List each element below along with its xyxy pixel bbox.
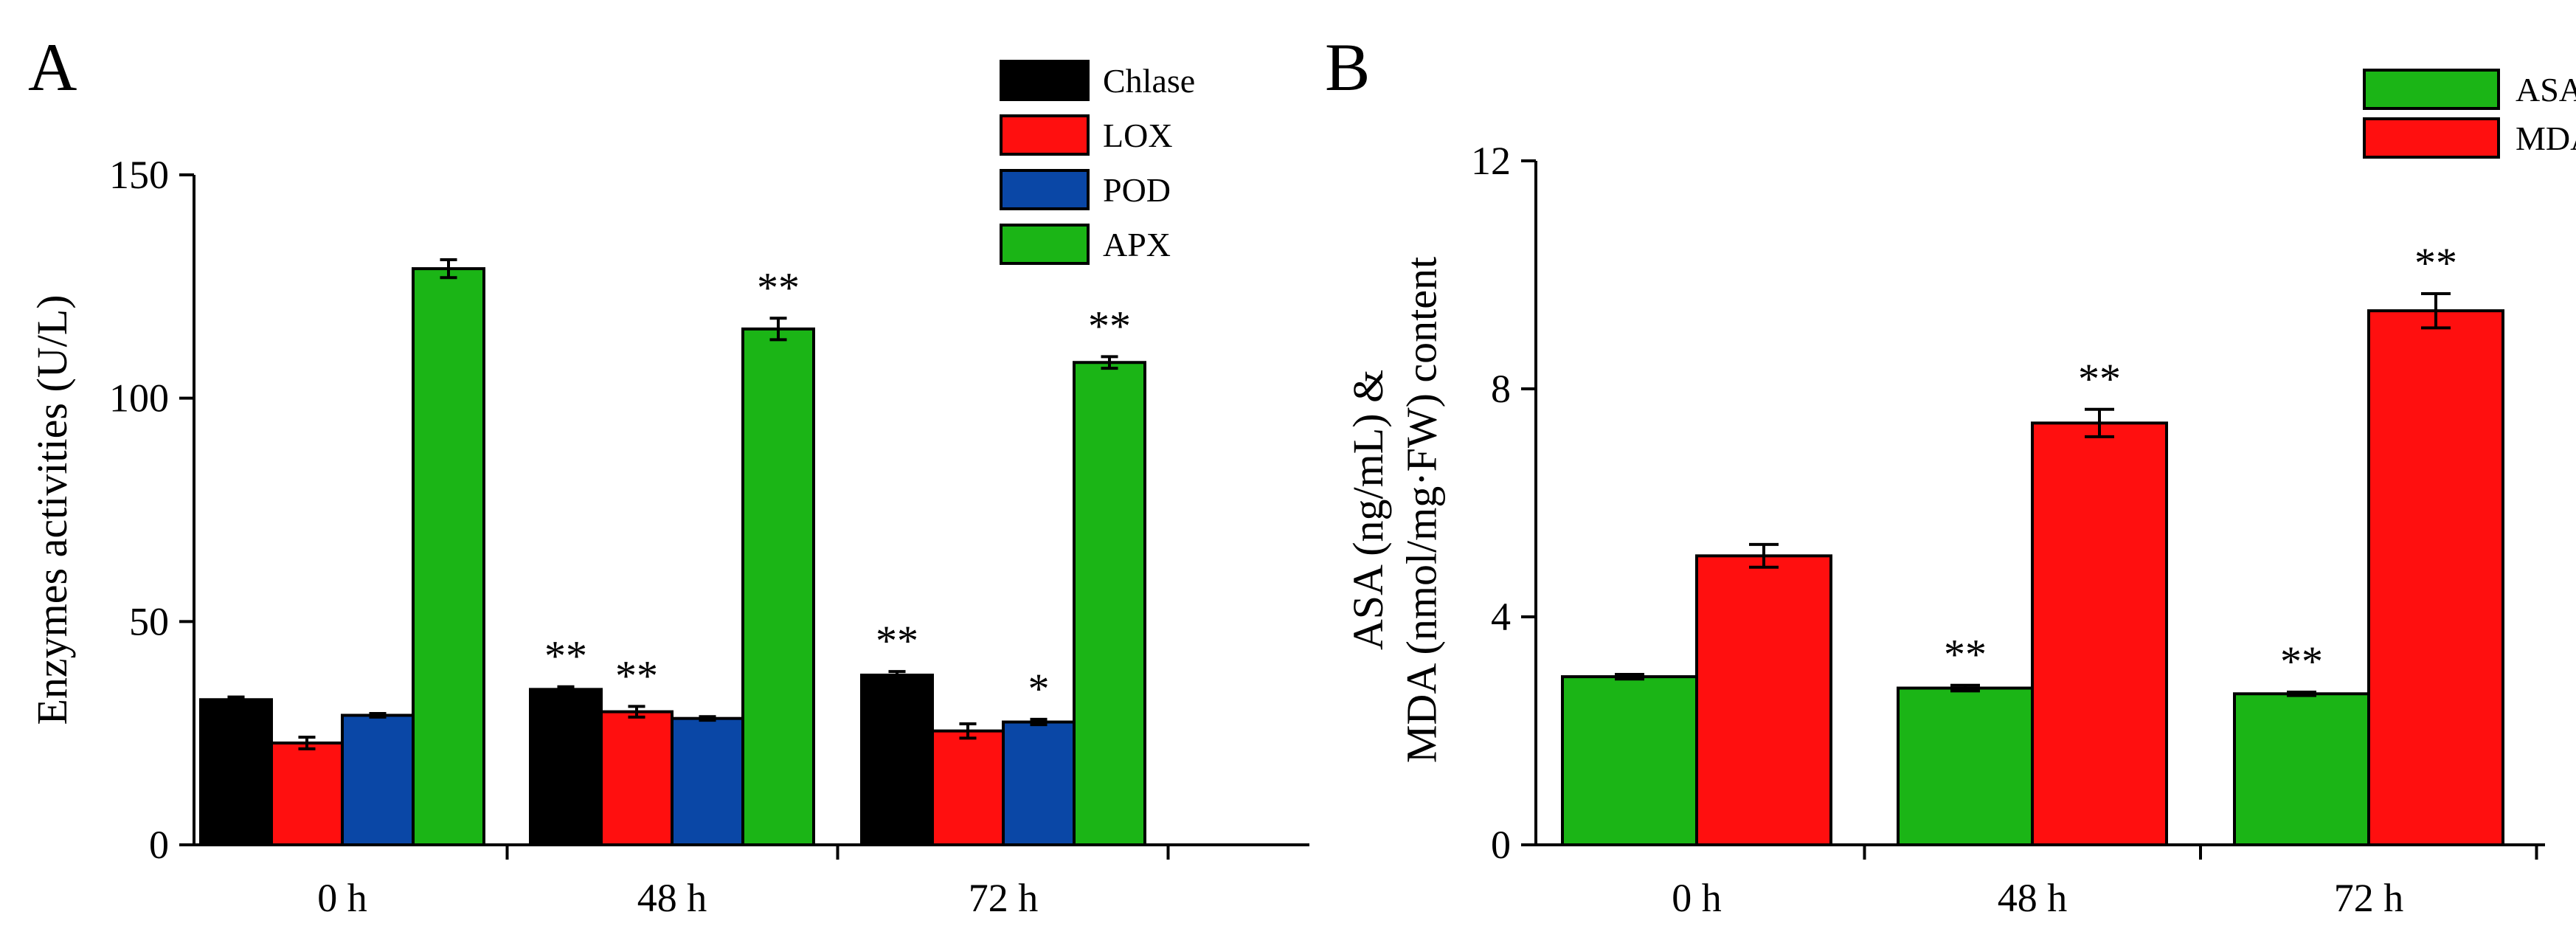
bar (270, 741, 344, 847)
y-tick-label: 8 (1491, 367, 1511, 411)
panel-letter: B (1325, 30, 1370, 105)
legend-swatch (1000, 169, 1090, 210)
legend-label: POD (1103, 171, 1171, 209)
legend-swatch (1000, 60, 1090, 101)
error-bar (369, 712, 387, 719)
error-bar (557, 685, 575, 694)
bar (341, 713, 415, 846)
error-bar (1615, 673, 1644, 681)
bar (2031, 421, 2168, 846)
bar (1002, 720, 1076, 846)
error-bar (1030, 717, 1048, 727)
significance-label: * (1028, 665, 1050, 713)
significance-label: ** (615, 652, 658, 699)
error-bar (1101, 355, 1118, 370)
legend-label: LOX (1103, 117, 1173, 154)
bar (671, 716, 744, 846)
error-bar (888, 670, 906, 680)
error-bar (2287, 690, 2316, 697)
significance-label: ** (2414, 239, 2457, 287)
y-axis-title: Enzymes activities (U/L) (28, 294, 76, 725)
significance-label: ** (876, 617, 918, 665)
legend-swatch (2363, 117, 2500, 159)
panel-letter: A (28, 30, 77, 105)
legend-label: ASA (2516, 71, 2576, 108)
bar (860, 673, 934, 846)
bar (2367, 309, 2504, 847)
x-tick-label: 48 h (1998, 876, 2068, 920)
significance-label: ** (757, 263, 800, 311)
significance-label: ** (1088, 302, 1131, 350)
legend: ASA MDA (2363, 69, 2576, 159)
bar (412, 267, 485, 846)
y-axis-title-line: MDA (nmol/mg·FW) content (1398, 257, 1446, 763)
error-bar (699, 715, 716, 722)
bar (1561, 675, 1698, 846)
legend-label: Chlase (1103, 62, 1195, 100)
y-tick-label: 12 (1471, 139, 1511, 183)
legend-swatch (2363, 69, 2500, 110)
x-tick-label: 0 h (317, 876, 367, 920)
significance-label: ** (2078, 355, 2121, 403)
x-tick-label: 48 h (637, 876, 707, 920)
bar (1695, 554, 1832, 847)
bar (741, 327, 815, 846)
y-tick-label: 100 (109, 376, 169, 421)
x-tick-label: 0 h (1672, 876, 1722, 920)
legend-swatch (1000, 224, 1090, 265)
legend: Chlase LOX POD APX (1000, 60, 1195, 265)
significance-label: ** (2280, 638, 2323, 685)
y-axis-title-line: ASA (ng/mL) & (1344, 370, 1392, 650)
error-bar (769, 317, 787, 342)
bar (931, 729, 1005, 847)
significance-label: ** (544, 632, 587, 680)
y-tick-label: 0 (149, 823, 169, 867)
x-tick-label: 72 h (969, 876, 1039, 920)
error-bar (959, 722, 977, 740)
x-tick-label: 72 h (2334, 876, 2404, 920)
y-tick-label: 4 (1491, 595, 1511, 639)
legend-label: APX (1103, 226, 1171, 263)
bar (2233, 692, 2370, 846)
error-bar (227, 695, 245, 704)
significance-label: ** (1944, 631, 1987, 679)
bar (1073, 361, 1146, 846)
bar (199, 698, 273, 846)
error-bar (1950, 683, 1980, 693)
error-bar (440, 258, 457, 280)
y-axis-title: ASA (ng/mL) & MDA (nmol/mg·FW) content (1344, 257, 1446, 763)
error-bar (1749, 542, 1779, 569)
y-tick-label: 50 (129, 599, 169, 643)
error-bar (628, 705, 645, 719)
legend-swatch (1000, 114, 1090, 156)
legend-label: MDA (2516, 120, 2576, 157)
bar (600, 710, 674, 846)
y-tick-label: 0 (1491, 823, 1511, 867)
bar (529, 688, 603, 846)
error-bar (2085, 407, 2114, 438)
error-bar (298, 736, 316, 750)
bar (1897, 686, 2034, 846)
error-bar (2421, 291, 2451, 330)
y-tick-label: 150 (109, 153, 169, 197)
